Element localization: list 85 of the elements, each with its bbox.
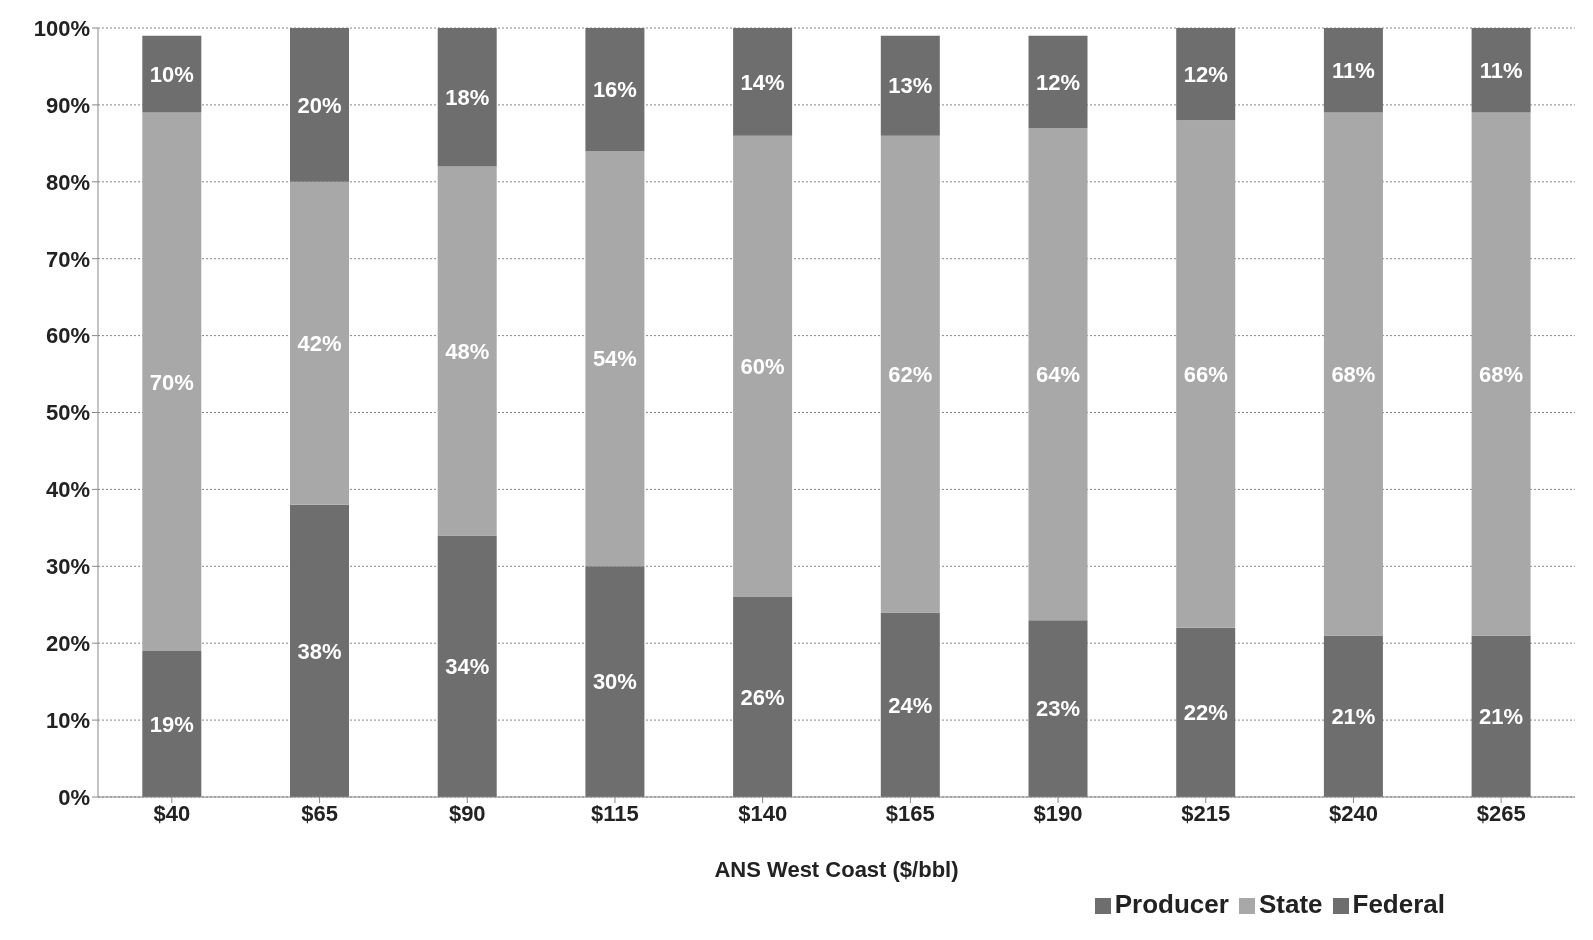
bar <box>1028 35 1088 128</box>
data-label: 68% <box>1479 361 1524 387</box>
x-tick-label: $140 <box>738 800 788 826</box>
bar <box>290 504 350 797</box>
bar <box>733 135 793 598</box>
y-tick-label: 30% <box>45 554 90 580</box>
data-label: 30% <box>592 669 637 695</box>
x-tick-label: $65 <box>301 800 338 826</box>
data-label: 10% <box>149 61 194 87</box>
data-label: 42% <box>297 331 342 357</box>
y-tick-label: 10% <box>45 707 90 733</box>
bar <box>290 181 350 505</box>
x-tick-label: $165 <box>885 800 935 826</box>
data-label: 12% <box>1183 61 1228 87</box>
bar <box>1176 627 1236 797</box>
bar <box>142 112 202 651</box>
legend-label: Federal <box>1352 889 1445 919</box>
data-label: 70% <box>149 369 194 395</box>
bar <box>585 28 645 152</box>
bar <box>1323 112 1383 636</box>
bar <box>1471 28 1531 113</box>
data-label: 62% <box>888 361 933 387</box>
x-tick-label: $115 <box>591 800 639 826</box>
data-label: 48% <box>445 338 490 364</box>
bar <box>880 35 940 136</box>
bar <box>1323 28 1383 113</box>
data-label: 64% <box>1035 361 1081 387</box>
data-label: 54% <box>592 346 637 372</box>
bar <box>142 35 202 113</box>
bar <box>733 597 793 797</box>
legend-label: State <box>1258 889 1323 919</box>
bar <box>1028 620 1088 797</box>
bar <box>290 28 350 182</box>
data-label: 12% <box>1035 69 1081 95</box>
y-tick-label: 20% <box>45 631 90 657</box>
bar <box>585 151 645 567</box>
y-tick-label: 40% <box>45 477 90 503</box>
data-label: 16% <box>592 77 637 103</box>
x-tick-label: $240 <box>1328 800 1378 826</box>
bar <box>733 28 793 136</box>
legend-label: Producer <box>1114 889 1229 919</box>
data-label: 34% <box>445 654 490 680</box>
bar <box>1323 635 1383 797</box>
x-tick-label: $90 <box>448 800 486 826</box>
bar <box>1028 127 1088 621</box>
y-tick-label: 80% <box>45 169 90 195</box>
data-label: 11% <box>1332 58 1375 84</box>
y-tick-label: 100% <box>33 15 90 41</box>
data-label: 68% <box>1331 361 1376 387</box>
bar <box>437 535 497 797</box>
bar <box>1176 120 1236 628</box>
data-label: 38% <box>297 638 342 664</box>
y-tick-label: 70% <box>45 246 90 272</box>
x-tick-label: $265 <box>1476 800 1526 826</box>
bar <box>1176 28 1236 121</box>
y-tick-label: 0% <box>58 784 90 810</box>
data-label: 23% <box>1035 696 1081 722</box>
data-label: 13% <box>888 73 933 99</box>
y-tick-label: 90% <box>45 92 90 118</box>
data-label: 11% <box>1479 58 1523 84</box>
bar <box>142 650 202 797</box>
bar <box>880 612 940 797</box>
x-tick-label: $215 <box>1181 800 1231 826</box>
bar <box>585 566 645 797</box>
data-label: 20% <box>297 92 342 118</box>
data-label: 18% <box>445 85 490 111</box>
data-label: 26% <box>740 684 785 710</box>
x-tick-label: $190 <box>1033 800 1083 826</box>
x-tick-label: $40 <box>153 800 191 826</box>
bar <box>880 135 940 613</box>
data-label: 14% <box>740 69 785 95</box>
bar <box>437 166 497 536</box>
data-label: 24% <box>888 692 933 718</box>
bar <box>1471 112 1531 636</box>
data-label: 60% <box>740 354 785 380</box>
x-axis-title: ANS West Coast ($/bbl) <box>714 857 959 882</box>
data-label: 19% <box>149 711 194 737</box>
data-label: 21% <box>1479 704 1524 730</box>
data-label: 66% <box>1183 361 1228 387</box>
data-label: 21% <box>1331 704 1376 730</box>
bar <box>437 28 497 167</box>
bar <box>1471 635 1531 797</box>
y-tick-label: 50% <box>45 400 90 426</box>
data-label: 22% <box>1183 700 1228 726</box>
y-tick-label: 60% <box>45 323 90 349</box>
